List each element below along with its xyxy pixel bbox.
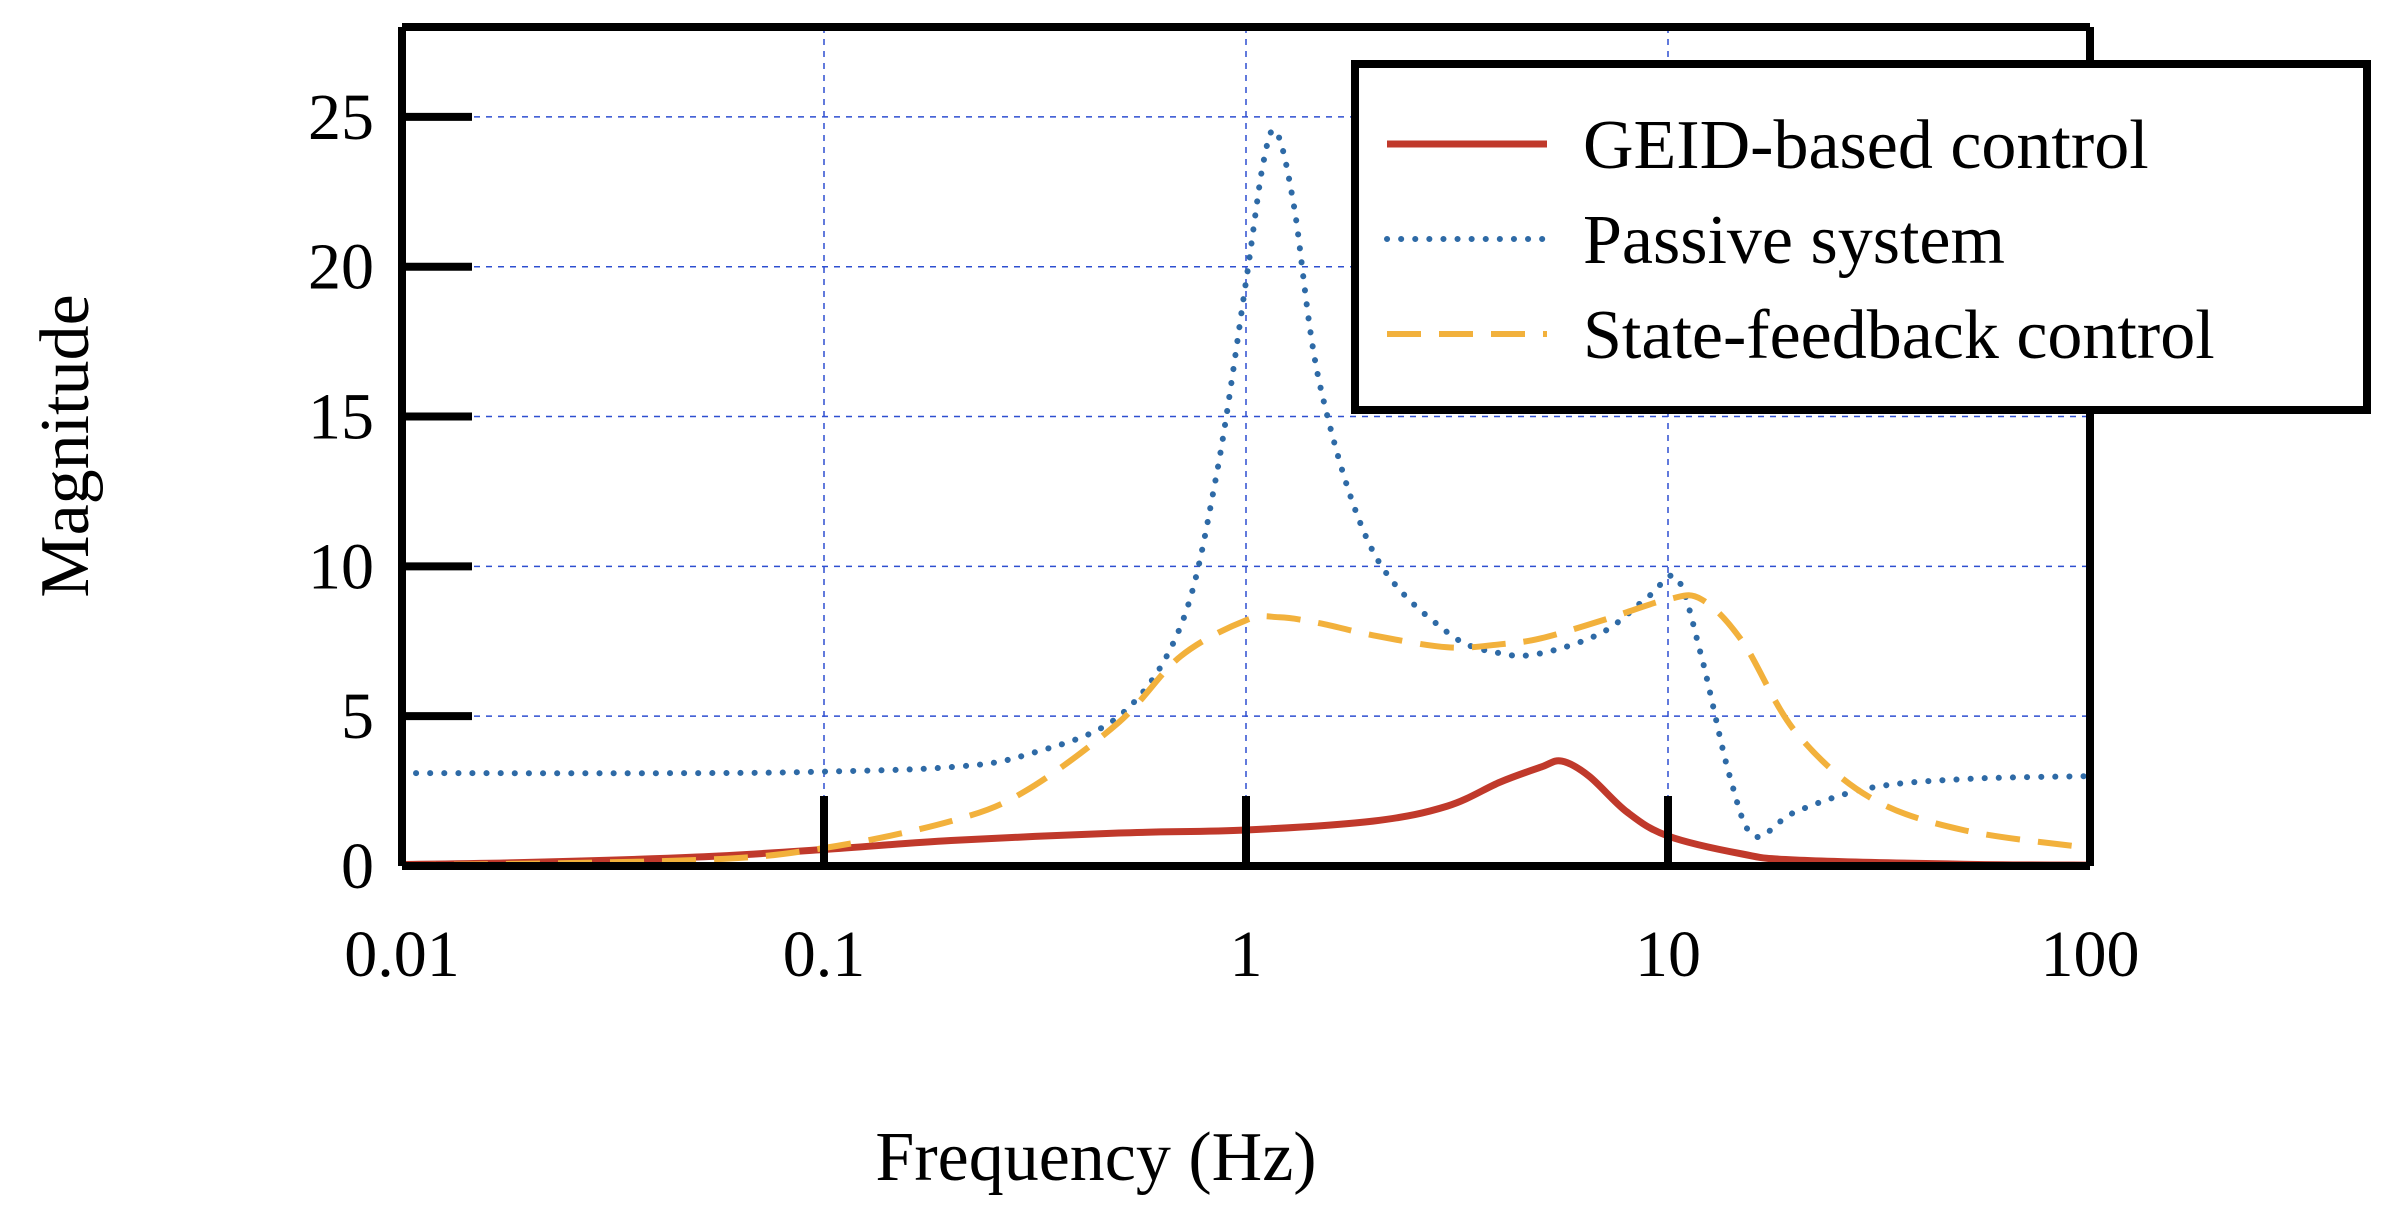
grid [402,27,2090,866]
y-tick-label-3: 15 [308,381,374,454]
y-tick-label-4: 20 [308,231,374,304]
tick-marks-group [402,112,1672,866]
y-tick-label-5: 25 [308,81,374,154]
x-tick-label-2: 1 [1230,918,1263,991]
x-tick-label-0: 0.01 [344,918,460,991]
series-line-2 [401,592,2091,869]
legend-label-0: GEID-based control [1583,107,2149,184]
x-tick-label-1: 0.1 [783,918,866,991]
legend-label-1: Passive system [1583,202,2005,279]
y-axis-label: Magnitude [27,294,104,597]
y-tick-label-1: 5 [341,680,374,753]
x-tick-label-4: 100 [2041,918,2140,991]
legend: GEID-based control Passive system State-fe… [1351,60,2371,414]
x-axis-label: Frequency (Hz) [875,1119,1316,1196]
series-group [399,126,2093,869]
series-line-1 [399,126,2093,840]
legend-box [1351,60,2371,414]
tick-labels-group: 0.01 0.1 1 10 100 0 5 10 15 20 25 [308,81,2140,991]
y-tick-label-0: 0 [341,830,374,903]
legend-label-2: State-feedback control [1583,297,2215,374]
y-tick-label-2: 10 [308,530,374,603]
x-tick-label-3: 10 [1635,918,1701,991]
